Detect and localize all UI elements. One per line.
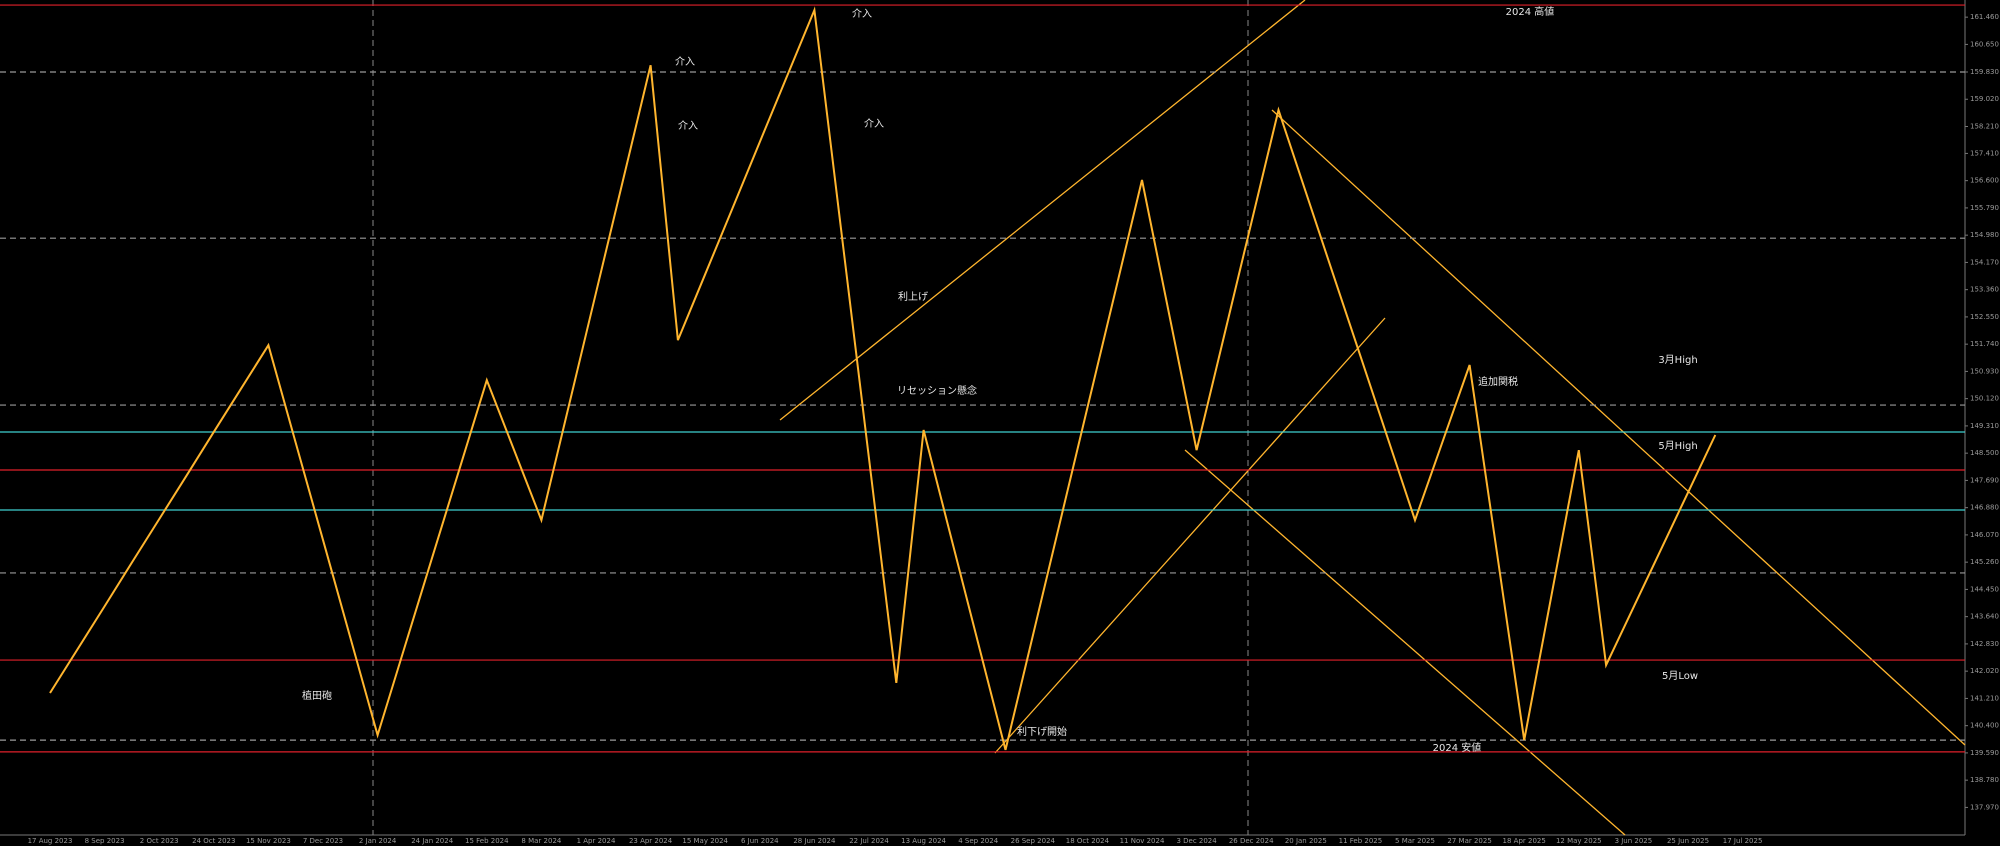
x-tick-label: 8 Sep 2023: [85, 837, 125, 845]
y-tick-label: 148.500: [1970, 449, 1999, 457]
x-tick-label: 7 Dec 2023: [303, 837, 343, 845]
x-tick-label: 26 Dec 2024: [1229, 837, 1274, 845]
y-tick-label: 146.070: [1970, 531, 1999, 539]
x-tick-label: 1 Apr 2024: [577, 837, 616, 845]
zigzag-line: [49, 6, 1717, 751]
x-tick-label: 26 Sep 2024: [1011, 837, 1056, 845]
y-tick-label: 143.640: [1970, 613, 1999, 621]
annotation: 5月High: [1658, 440, 1697, 452]
y-tick-label: 159.830: [1970, 68, 1999, 76]
y-tick-label: 137.970: [1970, 803, 1999, 811]
x-tick-label: 3 Dec 2024: [1176, 837, 1217, 845]
trendlines: [779, 0, 1966, 836]
annotation: 植田砲: [302, 689, 332, 702]
trendline: [779, 0, 1306, 421]
y-tick-label: 139.590: [1970, 749, 1999, 757]
y-tick-label: 150.120: [1970, 395, 1999, 403]
y-tick-label: 151.740: [1970, 340, 1999, 348]
x-tick-label: 17 Aug 2023: [28, 837, 73, 845]
annotation: リセッション懸念: [897, 384, 977, 397]
y-tick-label: 144.450: [1970, 585, 1999, 593]
annotation: 介入: [678, 120, 698, 132]
x-tick-label: 15 Nov 2023: [246, 837, 291, 845]
x-tick-label: 4 Sep 2024: [958, 837, 998, 845]
annotation: 2024 安値: [1433, 741, 1482, 754]
y-tick-label: 158.210: [1970, 122, 1999, 130]
y-tick-label: 159.020: [1970, 95, 1999, 103]
x-tick-label: 13 Aug 2024: [901, 837, 946, 845]
x-tick-label: 18 Oct 2024: [1066, 837, 1110, 845]
y-tick-label: 154.170: [1970, 258, 1999, 266]
x-tick-label: 27 Mar 2025: [1447, 837, 1491, 845]
annotation: 利下げ開始: [1017, 725, 1067, 738]
x-tick-label: 5 Mar 2025: [1395, 837, 1435, 845]
trendline: [1271, 109, 1966, 746]
y-tick-label: 149.310: [1970, 422, 1999, 430]
x-tick-label: 22 Jul 2024: [849, 837, 889, 845]
y-tick-label: 142.020: [1970, 667, 1999, 675]
annotation: 5月Low: [1662, 670, 1698, 682]
annotation: 介入: [675, 56, 695, 68]
y-tick-label: 138.780: [1970, 776, 1999, 784]
x-tick-label: 12 May 2025: [1556, 837, 1602, 845]
y-tick-label: 160.650: [1970, 40, 1999, 48]
annotation: 介入: [864, 118, 884, 130]
annotation: 追加関税: [1478, 375, 1518, 388]
annotation: 利上げ: [898, 291, 928, 303]
y-tick-label: 155.790: [1970, 204, 1999, 212]
x-tick-label: 24 Oct 2023: [192, 837, 235, 845]
x-tick-label: 23 Apr 2024: [629, 837, 673, 845]
x-tick-label: 20 Jan 2025: [1285, 837, 1327, 845]
x-tick-label: 11 Nov 2024: [1120, 837, 1165, 845]
annotation: 介入: [852, 8, 872, 20]
x-tick-label: 2 Oct 2023: [140, 837, 179, 845]
y-tick-label: 141.210: [1970, 694, 1999, 702]
x-tick-label: 6 Jun 2024: [741, 837, 779, 845]
y-tick-label: 140.400: [1970, 722, 1999, 730]
y-tick-label: 154.980: [1970, 231, 1999, 239]
y-tick-label: 156.600: [1970, 177, 1999, 185]
y-tick-label: 152.550: [1970, 313, 1999, 321]
x-tick-label: 15 May 2024: [682, 837, 728, 845]
x-tick-label: 11 Feb 2025: [1339, 837, 1383, 845]
y-tick-label: 146.880: [1970, 504, 1999, 512]
y-tick-label: 153.360: [1970, 286, 1999, 294]
x-tick-label: 18 Apr 2025: [1503, 837, 1546, 845]
x-tick-label: 28 Jun 2024: [793, 837, 836, 845]
y-tick-label: 145.260: [1970, 558, 1999, 566]
x-tick-label: 25 Jun 2025: [1667, 837, 1709, 845]
trendline: [1184, 449, 1626, 836]
y-tick-label: 142.830: [1970, 640, 1999, 648]
x-tick-label: 17 Jul 2025: [1723, 837, 1763, 845]
y-tick-label: 147.690: [1970, 476, 1999, 484]
y-tick-label: 161.460: [1970, 13, 1999, 21]
y-tick-label: 150.930: [1970, 367, 1999, 375]
annotation: 3月High: [1658, 354, 1697, 366]
x-tick-label: 8 Mar 2024: [521, 837, 561, 845]
y-tick-label: 157.410: [1970, 149, 1999, 157]
x-tick-label: 24 Jan 2024: [411, 837, 454, 845]
x-tick-label: 3 Jun 2025: [1615, 837, 1653, 845]
trendline: [994, 317, 1386, 754]
annotation: 2024 高値: [1506, 5, 1555, 18]
x-tick-label: 15 Feb 2024: [465, 837, 509, 845]
x-tick-label: 2 Jan 2024: [359, 837, 397, 845]
